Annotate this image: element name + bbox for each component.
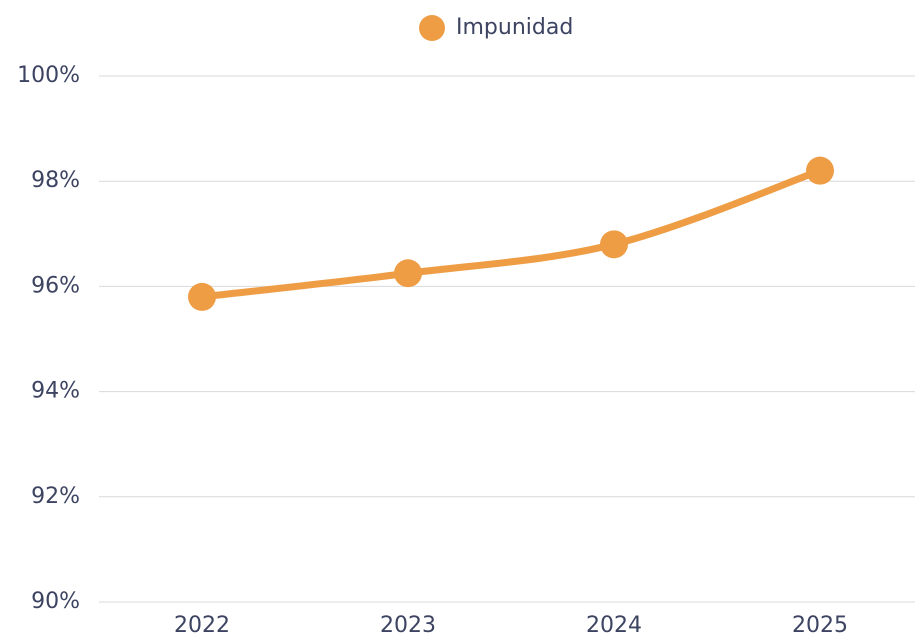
- data-point: [600, 230, 628, 259]
- x-tick-label: 2023: [380, 613, 436, 638]
- y-tick-label: 94%: [31, 379, 80, 404]
- legend-swatch: [419, 15, 445, 41]
- data-point: [806, 156, 834, 185]
- y-tick-label: 100%: [17, 63, 80, 88]
- series-line: [198, 167, 824, 301]
- legend-label: Impunidad: [456, 15, 573, 40]
- y-tick-label: 98%: [31, 168, 80, 193]
- data-point: [394, 259, 422, 288]
- y-tick-label: 96%: [31, 273, 80, 298]
- y-tick-label: 90%: [31, 589, 80, 614]
- x-tick-label: 2022: [174, 613, 230, 638]
- data-point: [188, 282, 216, 311]
- y-tick-label: 92%: [31, 484, 80, 509]
- x-tick-label: 2025: [792, 613, 848, 638]
- x-tick-label: 2024: [586, 613, 642, 638]
